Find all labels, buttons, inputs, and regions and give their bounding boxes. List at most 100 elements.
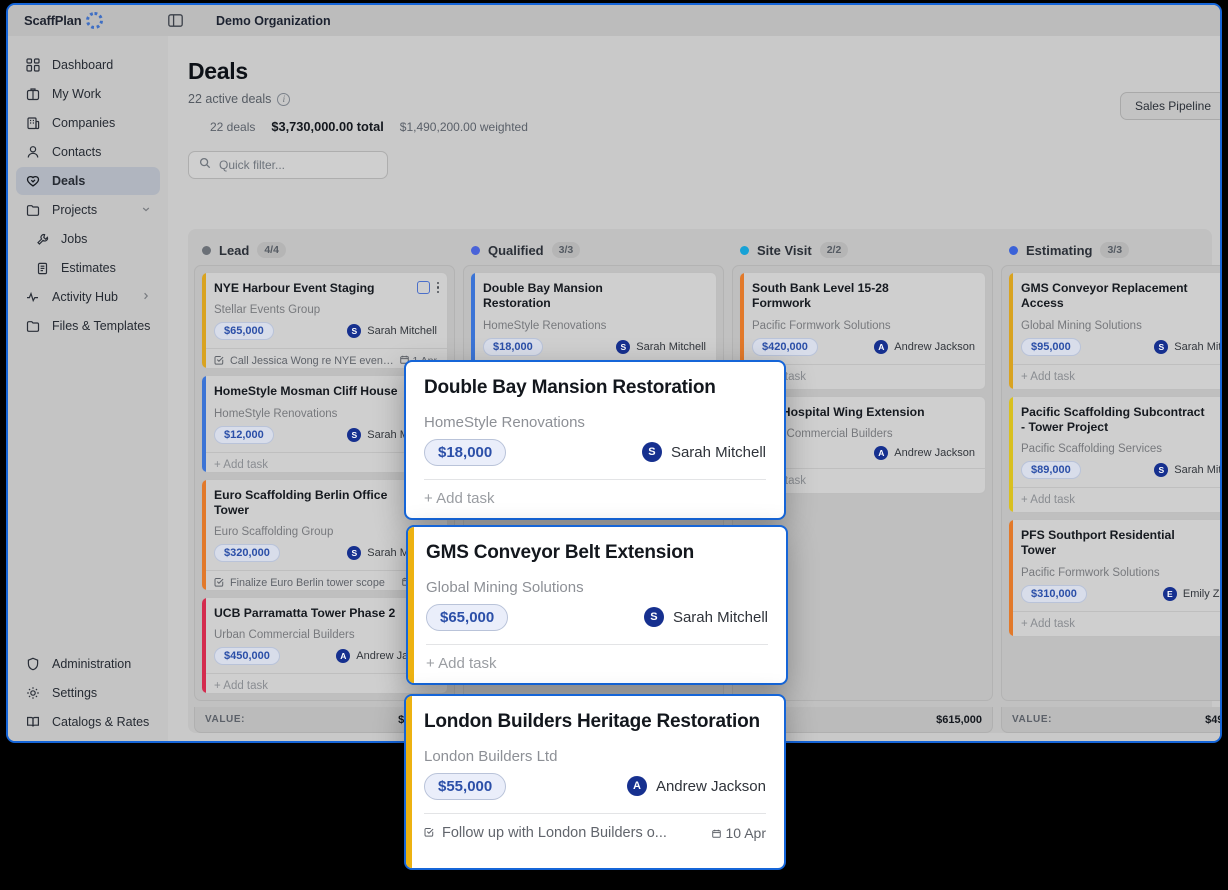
sidebar-item-label: Deals (52, 174, 86, 188)
sidebar-item-label: Files & Templates (52, 319, 151, 333)
deal-owner: S Sarah Mitchell (616, 339, 706, 354)
stat-total: $3,730,000.00 total (271, 119, 384, 134)
sidebar-item-jobs[interactable]: Jobs (16, 225, 160, 253)
add-task-button[interactable]: + Add task (214, 674, 437, 693)
stat-weighted: $1,490,200.00 weighted (399, 119, 528, 134)
column-count: 3/3 (1100, 242, 1130, 258)
deal-owner: A Andrew Jackson (626, 776, 766, 797)
deal-card[interactable]: UCB Hospital Wing Extension Urban Commerc… (739, 395, 986, 494)
sales-pipeline-button[interactable]: Sales Pipeline (1119, 92, 1220, 120)
add-task-label: + Add task (1021, 617, 1076, 630)
stage-dot-icon (471, 245, 480, 255)
column-count: 2/2 (819, 242, 849, 258)
sidebar-item-administration[interactable]: Administration (16, 650, 160, 678)
avatar: S (643, 607, 664, 628)
sidebar-item-catalogs-rates[interactable]: Catalogs & Rates (16, 708, 160, 736)
deal-card[interactable]: Pacific Scaffolding Subcontract - Tower … (1008, 395, 1222, 513)
sidebar-item-dashboard[interactable]: Dashboard (16, 51, 160, 79)
select-checkbox[interactable] (416, 281, 430, 294)
deal-card[interactable]: UCB Parramatta Tower Phase 2 Urban Commer… (201, 596, 448, 694)
info-icon[interactable]: i (277, 92, 291, 106)
avatar: S (1154, 463, 1169, 477)
avatar: S (347, 546, 362, 561)
deal-owner: S Sarah Mitchell (1154, 339, 1220, 354)
task-due-text: 10 Apr (725, 824, 766, 841)
deal-title: HomeStyle Mosman Cliff House (214, 384, 398, 399)
sidebar-item-label: Estimates (61, 261, 116, 275)
deal-card[interactable]: GMS Conveyor Replacement Access Global Mi… (1008, 272, 1220, 390)
card-task-row[interactable]: Finalize Euro Berlin tower scope26 M (214, 571, 437, 589)
owner-name: Sarah Mitchell (670, 443, 766, 461)
card-stage-accent (406, 696, 412, 868)
add-task-button[interactable]: + Add task (214, 453, 437, 472)
column-header: Estimating 3/3 (1001, 235, 1220, 265)
sidebar-item-activity-hub[interactable]: Activity Hub (16, 283, 160, 311)
column-footer: VALUE: $494,000 (1001, 707, 1220, 733)
more-options-icon[interactable] (436, 281, 439, 294)
briefcase-icon (25, 86, 41, 102)
avatar: A (874, 339, 889, 354)
sidebar-item-label: Catalogs & Rates (52, 715, 150, 729)
stage-dot-icon (202, 245, 211, 255)
add-task-label: + Add task (214, 679, 269, 692)
chevron-right-icon[interactable] (141, 290, 151, 304)
sidebar-item-my-work[interactable]: My Work (16, 80, 160, 108)
deal-card[interactable]: NYE Harbour Event Staging Stellar Events … (201, 272, 448, 370)
deal-amount: $18,000 (424, 438, 507, 466)
add-task-label: + Add task (426, 655, 497, 673)
deal-amount: $12,000 (214, 425, 274, 444)
column-header: Qualified 3/3 (463, 235, 724, 265)
add-task-button[interactable]: + Add task (408, 645, 786, 683)
chevron-down-icon[interactable] (141, 203, 151, 217)
gear-icon (25, 685, 41, 701)
deal-amount: $65,000 (426, 603, 509, 631)
floating-deal-card[interactable]: London Builders Heritage Restoration Lond… (404, 694, 786, 870)
column-title: Qualified (488, 242, 544, 258)
owner-name: Sarah Mitchell (367, 325, 437, 338)
search-input[interactable]: Quick filter... (188, 151, 388, 179)
sidebar-item-companies[interactable]: Companies (16, 109, 160, 137)
column-count: 3/3 (551, 242, 581, 258)
column-count: 4/4 (257, 242, 286, 258)
column-title: Lead (219, 242, 250, 258)
deal-title: NYE Harbour Event Staging (214, 281, 375, 295)
deal-title: Double Bay Mansion Restoration (483, 281, 603, 311)
sidebar-toggle-icon[interactable] (160, 14, 190, 27)
avatar: E (1162, 586, 1177, 601)
sidebar-item-contacts[interactable]: Contacts (16, 138, 160, 166)
sidebar-item-settings[interactable]: Settings (16, 679, 160, 707)
search-placeholder: Quick filter... (219, 158, 286, 172)
owner-name: Andrew Jackson (655, 777, 766, 795)
deal-company: Stellar Events Group (214, 304, 321, 317)
add-task-button[interactable]: + Add task (1021, 365, 1220, 389)
sidebar-item-projects[interactable]: Projects (16, 196, 160, 224)
owner-name: Sarah Mitchell (636, 340, 706, 353)
deal-amount: $310,000 (1021, 584, 1087, 603)
brand-logo[interactable]: ScaffPlan (8, 12, 160, 29)
card-stage-accent (202, 479, 206, 590)
add-task-button[interactable]: + Add task (406, 480, 784, 518)
add-task-button[interactable]: + Add task (1021, 488, 1220, 512)
shield-icon (25, 656, 41, 672)
card-stage-accent (740, 273, 744, 389)
floating-deal-card[interactable]: GMS Conveyor Belt Extension Global Mining… (406, 525, 788, 685)
floating-deal-card[interactable]: Double Bay Mansion Restoration HomeStyle … (404, 360, 786, 520)
owner-name: Sarah Mitchell (1174, 464, 1222, 476)
column-cards: GMS Conveyor Replacement Access Global Mi… (1001, 265, 1222, 701)
sidebar-item-deals[interactable]: Deals (16, 167, 160, 195)
deal-company: Global Mining Solutions (1021, 319, 1142, 332)
brand-name: ScaffPlan (24, 13, 82, 28)
deal-card[interactable]: PFS Southport Residential Tower Pacific F… (1008, 519, 1220, 637)
sidebar-item-estimates[interactable]: Estimates (16, 254, 160, 282)
card-stage-accent (1009, 520, 1013, 636)
task-check-icon (214, 574, 224, 589)
avatar: S (616, 339, 631, 354)
task-check-icon (424, 824, 434, 842)
card-task-row[interactable]: Follow up with London Builders o... 10 Ap… (406, 814, 784, 852)
sidebar-item-label: My Work (52, 87, 102, 101)
deal-company: Pacific Scaffolding Services (1021, 443, 1163, 455)
sidebar-item-files-templates[interactable]: Files & Templates (16, 312, 160, 340)
add-task-button[interactable]: + Add task (1021, 612, 1220, 636)
folder-open-icon (25, 318, 41, 334)
